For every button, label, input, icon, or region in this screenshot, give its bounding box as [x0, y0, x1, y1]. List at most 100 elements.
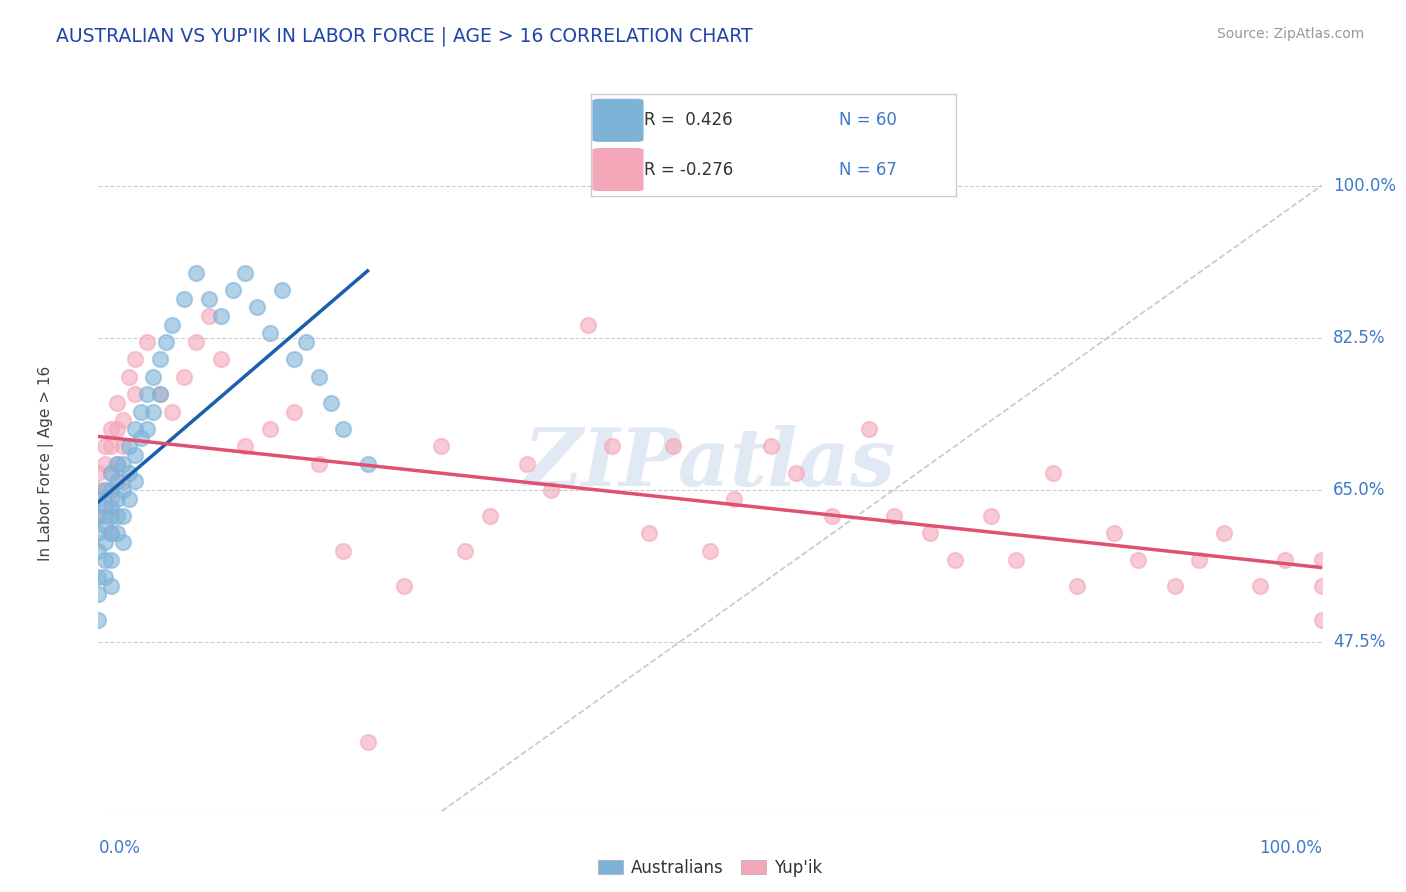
Point — [105, 508, 128, 523]
Text: AUSTRALIAN VS YUP'IK IN LABOR FORCE | AGE > 16 CORRELATION CHART: AUSTRALIAN VS YUP'IK IN LABOR FORCE | AG… — [56, 27, 752, 46]
Point — [576, 318, 599, 332]
Point — [93, 517, 115, 532]
Point — [100, 552, 122, 566]
Point — [87, 544, 110, 558]
FancyBboxPatch shape — [592, 99, 644, 142]
Point — [87, 466, 110, 480]
Point — [662, 440, 685, 454]
Point — [259, 326, 281, 341]
Point — [124, 422, 146, 436]
Point — [308, 369, 330, 384]
Point — [100, 422, 122, 436]
Point — [761, 440, 783, 454]
Point — [87, 570, 110, 584]
Point — [105, 457, 128, 471]
Point — [124, 474, 146, 488]
Point — [283, 405, 305, 419]
Point — [233, 440, 256, 454]
Point — [136, 422, 159, 436]
Point — [1249, 578, 1271, 592]
Point — [124, 448, 146, 462]
Point — [699, 544, 721, 558]
Point — [100, 526, 122, 541]
Point — [111, 535, 134, 549]
Point — [93, 440, 115, 454]
Point — [1310, 578, 1333, 592]
Point — [111, 508, 134, 523]
Point — [93, 483, 115, 497]
Point — [785, 466, 807, 480]
Point — [160, 405, 183, 419]
Text: 0.0%: 0.0% — [98, 839, 141, 857]
Point — [111, 413, 134, 427]
Point — [111, 474, 134, 488]
Point — [980, 508, 1002, 523]
Point — [515, 457, 537, 471]
Text: 47.5%: 47.5% — [1333, 633, 1385, 651]
Point — [87, 491, 110, 506]
Point — [105, 491, 128, 506]
Point — [100, 440, 122, 454]
Point — [100, 466, 122, 480]
Point — [124, 352, 146, 367]
Point — [430, 440, 453, 454]
Point — [105, 526, 128, 541]
Point — [111, 483, 134, 497]
Point — [540, 483, 562, 497]
Point — [319, 396, 342, 410]
Point — [920, 526, 942, 541]
Point — [149, 387, 172, 401]
Point — [1066, 578, 1088, 592]
Point — [186, 334, 208, 349]
Point — [93, 457, 115, 471]
Point — [105, 396, 128, 410]
Point — [209, 309, 232, 323]
Point — [129, 431, 152, 445]
Text: 82.5%: 82.5% — [1333, 329, 1385, 347]
Point — [1042, 466, 1064, 480]
Point — [246, 300, 269, 315]
Point — [197, 292, 219, 306]
Text: N = 60: N = 60 — [839, 112, 897, 129]
Point — [100, 578, 122, 592]
Text: 100.0%: 100.0% — [1333, 177, 1396, 194]
Point — [87, 526, 110, 541]
Point — [100, 491, 122, 506]
Point — [142, 405, 165, 419]
Point — [93, 570, 115, 584]
Point — [883, 508, 905, 523]
Point — [308, 457, 330, 471]
Text: 65.0%: 65.0% — [1333, 481, 1385, 499]
Point — [283, 352, 305, 367]
Point — [173, 292, 195, 306]
Point — [1310, 614, 1333, 628]
Point — [1128, 552, 1150, 566]
Point — [356, 735, 378, 749]
Point — [233, 266, 256, 280]
Point — [1188, 552, 1211, 566]
Point — [1212, 526, 1234, 541]
Point — [295, 334, 318, 349]
Text: ZIPatlas: ZIPatlas — [524, 425, 896, 502]
Point — [356, 457, 378, 471]
Point — [1310, 552, 1333, 566]
Point — [454, 544, 477, 558]
Point — [723, 491, 745, 506]
Point — [943, 552, 966, 566]
Point — [1164, 578, 1187, 592]
Point — [136, 387, 159, 401]
Text: R = -0.276: R = -0.276 — [644, 161, 733, 178]
Point — [111, 457, 134, 471]
Point — [118, 491, 141, 506]
Point — [93, 508, 115, 523]
Point — [478, 508, 501, 523]
Point — [124, 387, 146, 401]
Point — [270, 283, 294, 297]
Point — [600, 440, 623, 454]
Point — [129, 405, 152, 419]
Text: 100.0%: 100.0% — [1258, 839, 1322, 857]
FancyBboxPatch shape — [592, 148, 644, 191]
Point — [105, 457, 128, 471]
Point — [1004, 552, 1026, 566]
Point — [332, 544, 354, 558]
